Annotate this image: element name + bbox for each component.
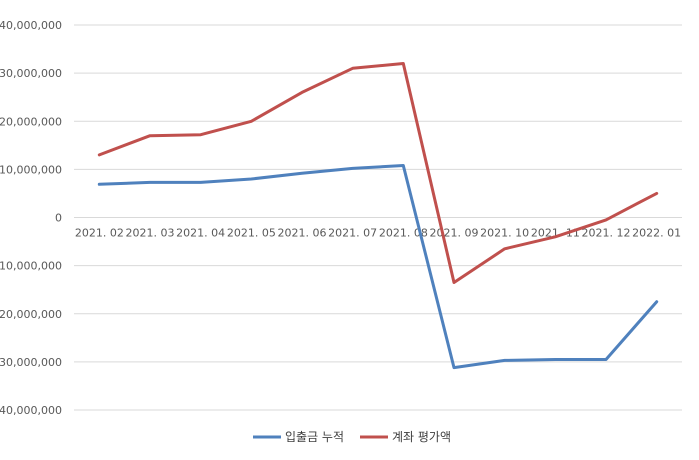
x-tick-label: 2021. 11 xyxy=(531,227,580,240)
legend: 입출금 누적 계좌 평가액 xyxy=(253,430,451,444)
y-tick-label: -30,000,000 xyxy=(0,356,62,369)
x-tick-label: 2021. 10 xyxy=(480,227,529,240)
legend-label: 입출금 누적 xyxy=(285,430,344,444)
x-tick-label: 2021. 06 xyxy=(278,227,327,240)
x-tick-label: 2021. 09 xyxy=(430,227,479,240)
legend-label: 계좌 평가액 xyxy=(392,430,451,444)
y-axis: 40,000,000 30,000,000 20,000,000 10,000,000… xyxy=(0,19,62,417)
y-tick-label: 20,000,000 xyxy=(0,115,62,128)
x-axis: 2021. 02 2021. 03 2021. 04 2021. 05 2021. 06… xyxy=(75,227,681,240)
y-tick-label: -20,000,000 xyxy=(0,308,62,321)
gridlines xyxy=(74,24,682,411)
x-tick-label: 2021. 04 xyxy=(176,227,225,240)
x-tick-label: 2021. 12 xyxy=(582,227,631,240)
y-tick-label: 10,000,000 xyxy=(0,163,62,176)
x-tick-label: 2021. 07 xyxy=(328,227,377,240)
y-tick-label: -10,000,000 xyxy=(0,260,62,273)
x-tick-label: 2021. 03 xyxy=(126,227,175,240)
series-line-1 xyxy=(97,164,659,370)
x-tick-label: 2021. 05 xyxy=(227,227,276,240)
y-tick-label: -40,000,000 xyxy=(0,404,62,417)
series-line-2 xyxy=(97,62,659,284)
x-tick-label: 2022. 01 xyxy=(632,227,681,240)
y-tick-label: 30,000,000 xyxy=(0,67,62,80)
y-tick-label: 40,000,000 xyxy=(0,19,62,32)
series-lines xyxy=(97,62,659,370)
x-tick-label: 2021. 08 xyxy=(379,227,428,240)
x-tick-label: 2021. 02 xyxy=(75,227,124,240)
y-tick-label: 0 xyxy=(55,212,62,225)
